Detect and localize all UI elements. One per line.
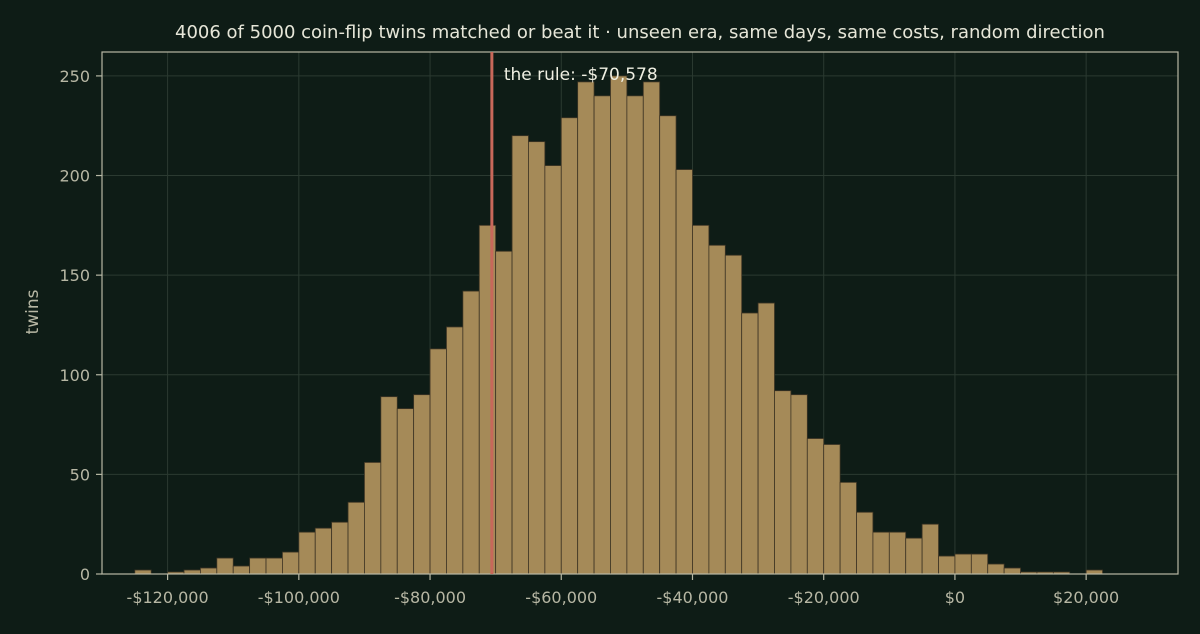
histogram-bar: [462, 290, 480, 575]
histogram-bar: [954, 553, 972, 575]
histogram-bar: [560, 117, 579, 575]
y-tick-label: 250: [59, 67, 90, 86]
histogram-bar: [528, 141, 546, 575]
y-tick-label: 0: [80, 565, 90, 584]
histogram-bar: [446, 326, 464, 575]
histogram-bar: [626, 95, 644, 575]
histogram-bar: [200, 567, 218, 575]
histogram-bar: [593, 95, 611, 575]
axis-ticks: -$120,000 -$100,000 -$80,000 -$60,000 -$40,0…: [59, 67, 1119, 607]
histogram-bar: [511, 135, 529, 575]
histogram-bar: [347, 501, 365, 575]
histogram-bar: [774, 390, 792, 575]
histogram-bar: [724, 254, 743, 575]
histogram-bar: [708, 244, 726, 575]
histogram-bar: [839, 481, 857, 575]
histogram-bar: [642, 81, 661, 575]
histogram-bar: [331, 521, 349, 575]
plot-frame: [101, 51, 1179, 575]
histogram-bar: [987, 563, 1005, 575]
x-tick-label: -$120,000: [127, 588, 209, 607]
reference-layer: the rule: -$70,578: [490, 52, 658, 574]
histogram-bar: [938, 555, 956, 575]
histogram-bar: [380, 396, 398, 575]
x-tick-label: -$80,000: [394, 588, 466, 607]
y-tick-label: 50: [70, 465, 90, 484]
histogram-bar: [314, 527, 333, 575]
histogram-bar: [888, 531, 907, 575]
histogram-bar: [413, 394, 431, 575]
histogram-bar: [610, 75, 628, 575]
histogram-bar: [249, 557, 267, 575]
histogram-bar: [495, 250, 513, 575]
histogram-bar: [675, 169, 693, 575]
histogram-bar: [905, 537, 923, 575]
x-tick-label: -$20,000: [788, 588, 860, 607]
histogram-bar: [232, 565, 251, 575]
x-tick-label: $0: [945, 588, 965, 607]
histogram-bar: [429, 348, 447, 575]
histogram-bar: [757, 302, 775, 575]
histogram-bar: [544, 165, 562, 575]
histogram-bar: [265, 557, 283, 575]
plot-border: [101, 51, 1179, 575]
x-tick-label: -$40,000: [657, 588, 729, 607]
y-axis-label: twins: [23, 289, 43, 334]
histogram-bar: [216, 557, 234, 575]
histogram-bar: [872, 531, 890, 575]
histogram-bar: [396, 408, 415, 575]
histogram-bar: [970, 553, 989, 575]
histogram-bar: [364, 462, 382, 575]
histogram-bar: [577, 81, 595, 575]
histogram-bar: [790, 394, 808, 575]
rule-reference-label: the rule: -$70,578: [504, 65, 658, 85]
y-tick-label: 100: [59, 366, 90, 385]
histogram-bar: [921, 523, 939, 575]
histogram-bar: [282, 551, 300, 575]
histogram-bar: [823, 444, 841, 575]
histogram-bar: [298, 531, 316, 575]
x-tick-label: $20,000: [1053, 588, 1119, 607]
histogram-bars: [134, 75, 1103, 575]
histogram-bar: [741, 312, 759, 575]
y-tick-label: 150: [59, 266, 90, 285]
chart-title: 4006 of 5000 coin-flip twins matched or …: [175, 22, 1105, 43]
histogram-bar: [806, 438, 825, 575]
histogram-bar: [692, 224, 710, 575]
histogram-bar: [659, 115, 677, 575]
x-tick-label: -$60,000: [525, 588, 597, 607]
x-tick-label: -$100,000: [258, 588, 340, 607]
histogram-bar: [856, 511, 874, 575]
histogram-bar: [1003, 567, 1021, 575]
y-tick-label: 200: [59, 167, 90, 186]
